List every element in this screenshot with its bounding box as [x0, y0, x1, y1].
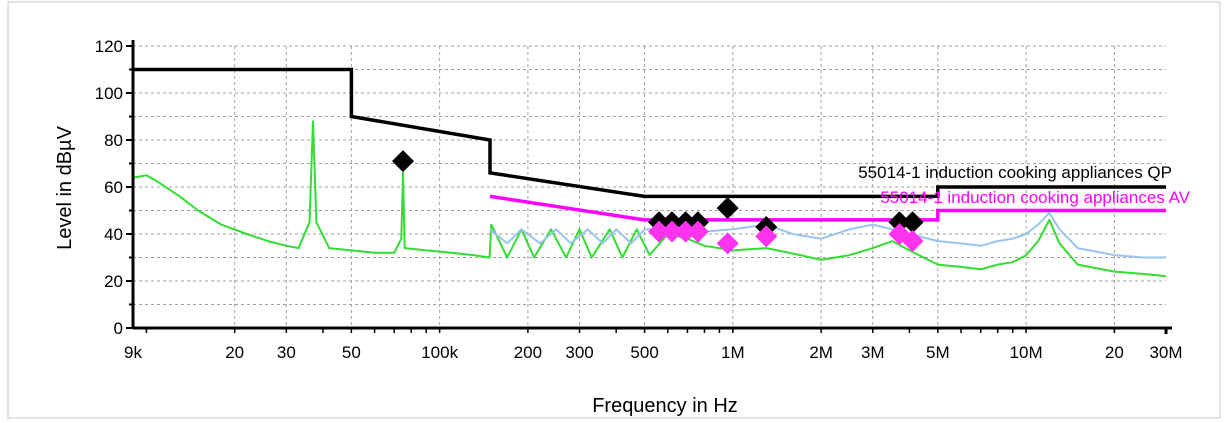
- x-tick-label: 1M: [721, 343, 745, 362]
- grid: [133, 45, 1166, 328]
- x-tick-label: 2M: [809, 343, 833, 362]
- limit-label-qp: 55014-1 induction cooking appliances QP: [858, 163, 1172, 182]
- marker-diamond: [755, 225, 778, 248]
- marker-diamond: [901, 230, 924, 253]
- marker-diamond: [888, 211, 911, 234]
- limit-label-av: 55014-1 induction cooking appliances AV: [880, 188, 1190, 207]
- limit-lines: [133, 67, 1166, 222]
- x-tick-labels: 9k 20 30 50 100k 200 300 500 1M 2M 3M 5M 10M 20 30M: [124, 343, 1183, 362]
- x-tick-label: 3M: [861, 343, 885, 362]
- y-tick-label: 0: [114, 319, 123, 338]
- axes: [126, 40, 1172, 334]
- marker-diamond: [648, 220, 671, 243]
- marker-diamond: [674, 220, 697, 243]
- y-tick-label: 40: [104, 225, 123, 244]
- x-tick-label: 30M: [1149, 343, 1182, 362]
- y-tick-label: 80: [104, 131, 123, 150]
- measurement-series: [132, 120, 1167, 278]
- trace-1: [489, 211, 1166, 259]
- x-tick-label: 10M: [1010, 343, 1043, 362]
- marker-diamond: [660, 220, 683, 243]
- x-tick-label: 9k: [124, 343, 142, 362]
- trace-0: [132, 120, 1167, 278]
- x-tick-label: 100k: [421, 343, 458, 362]
- x-tick-label: 5M: [926, 343, 950, 362]
- x-tick-label: 200: [514, 343, 542, 362]
- y-axis-title: Level in dBµV: [54, 125, 76, 249]
- y-tick-label: 20: [104, 272, 123, 291]
- x-tick-label: 300: [565, 343, 593, 362]
- marker-diamond: [686, 220, 709, 243]
- limit-line-qp: [133, 67, 1166, 199]
- marker-diamond: [392, 150, 415, 173]
- marker-diamond: [716, 197, 739, 220]
- y-tick-label: 100: [95, 84, 123, 103]
- x-tick-label: 50: [342, 343, 361, 362]
- y-tick-labels: 0 20 40 60 80 100 120: [95, 37, 123, 338]
- marker-diamond: [901, 211, 924, 234]
- x-tick-label: 20: [225, 343, 244, 362]
- y-tick-label: 60: [104, 178, 123, 197]
- x-tick-label: 20: [1105, 343, 1124, 362]
- x-tick-label: 500: [630, 343, 658, 362]
- x-axis-title: Frequency in Hz: [592, 395, 738, 417]
- marker-diamond: [716, 232, 739, 255]
- measurement-markers: [392, 150, 924, 255]
- limit-line-av: [489, 194, 1166, 222]
- x-tick-label: 30: [277, 343, 296, 362]
- y-tick-label: 120: [95, 37, 123, 56]
